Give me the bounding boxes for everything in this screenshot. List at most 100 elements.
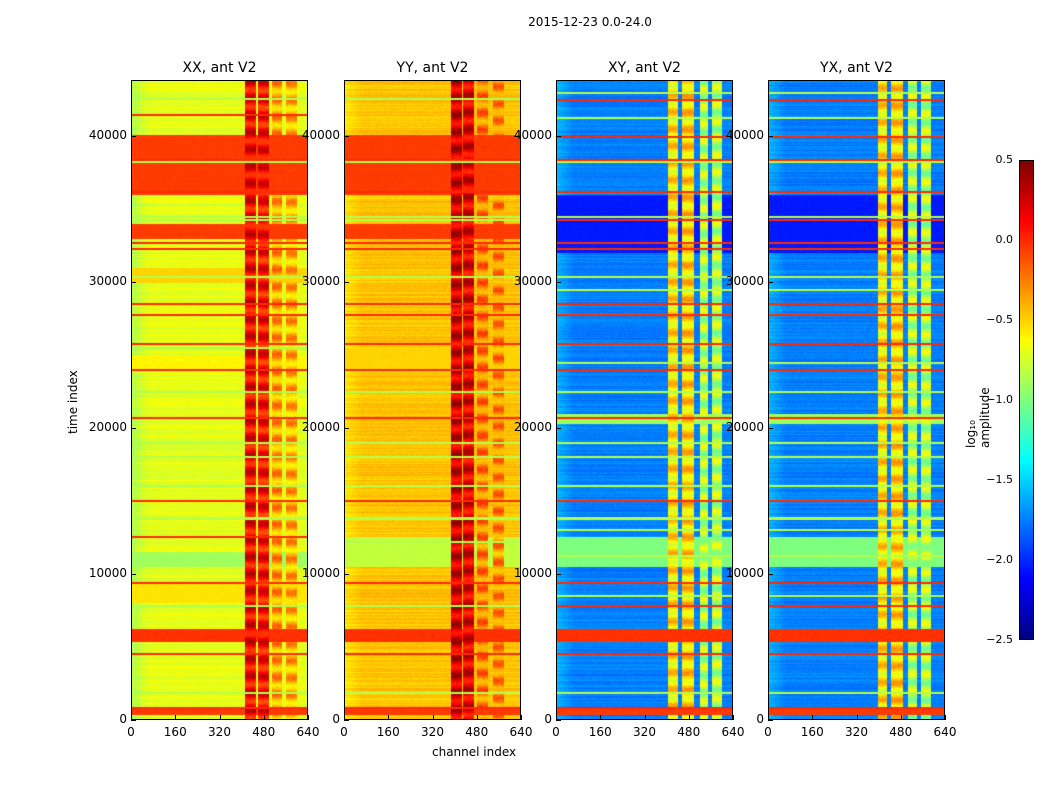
x-tick-label: 640 — [509, 725, 533, 739]
heatmap-panel-0 — [131, 80, 308, 720]
x-tick-mark — [945, 715, 946, 720]
y-tick-label: 20000 — [513, 419, 552, 434]
x-tick-mark — [688, 715, 690, 720]
x-tick-mark — [388, 715, 390, 720]
x-tick-mark — [600, 715, 602, 720]
y-tick-label: 20000 — [88, 419, 127, 434]
heatmap-panel-3 — [768, 80, 945, 720]
x-tick-mark — [131, 715, 132, 720]
x-tick-label: 480 — [677, 725, 701, 739]
colorbar-gradient — [1020, 161, 1033, 639]
x-tick-mark — [344, 715, 345, 720]
x-tick-label: 0 — [127, 725, 135, 739]
panel-title: XX, ant V2 — [182, 60, 257, 76]
y-tick-label: 30000 — [513, 273, 552, 288]
y-tick-label: 40000 — [725, 127, 764, 142]
x-tick-label: 480 — [252, 725, 276, 739]
x-tick-label: 160 — [163, 725, 187, 739]
x-tick-label: 480 — [889, 725, 913, 739]
colorbar-tick-label: 0.0 — [995, 233, 1014, 246]
x-tick-label: 480 — [465, 725, 489, 739]
colorbar-label: log₁₀ amplitude — [964, 387, 992, 448]
x-tick-mark — [263, 715, 265, 720]
x-tick-label: 320 — [421, 725, 444, 739]
x-tick-mark — [476, 715, 478, 720]
y-tick-label: 30000 — [301, 273, 340, 288]
x-tick-mark — [432, 715, 434, 720]
x-tick-mark — [900, 715, 902, 720]
y-tick-mark — [556, 427, 561, 429]
x-tick-mark — [856, 715, 858, 720]
y-tick-label: 10000 — [301, 565, 340, 580]
y-tick-mark — [556, 720, 561, 721]
y-tick-mark — [556, 135, 561, 137]
y-tick-mark — [344, 720, 349, 721]
colorbar-tick-label: −0.5 — [986, 313, 1013, 326]
x-tick-label: 160 — [376, 725, 400, 739]
x-tick-label: 160 — [800, 725, 824, 739]
y-tick-label: 0 — [332, 712, 340, 726]
panel-title: XY, ant V2 — [608, 60, 681, 76]
colorbar-tick-label: −1.0 — [986, 393, 1013, 406]
y-tick-mark — [344, 135, 349, 137]
y-tick-mark — [131, 573, 136, 575]
x-tick-label: 320 — [633, 725, 656, 739]
x-tick-label: 0 — [340, 725, 348, 739]
heatmap-image — [769, 81, 944, 719]
x-tick-mark — [175, 715, 177, 720]
x-tick-mark — [521, 715, 522, 720]
x-tick-mark — [733, 715, 734, 720]
y-tick-label: 20000 — [725, 419, 764, 434]
x-tick-mark — [556, 715, 557, 720]
y-tick-label: 40000 — [88, 127, 127, 142]
colorbar-tick-label: −2.5 — [986, 633, 1013, 646]
y-tick-mark — [768, 573, 773, 575]
y-tick-label: 10000 — [725, 565, 764, 580]
y-tick-mark — [556, 281, 561, 283]
y-tick-mark — [131, 281, 136, 283]
y-tick-mark — [768, 427, 773, 429]
y-tick-mark — [131, 135, 136, 137]
y-tick-label: 0 — [119, 712, 127, 726]
y-tick-label: 40000 — [513, 127, 552, 142]
x-tick-label: 0 — [764, 725, 772, 739]
x-tick-label: 160 — [588, 725, 612, 739]
y-tick-label: 10000 — [513, 565, 552, 580]
x-tick-mark — [644, 715, 646, 720]
panel-title: YY, ant V2 — [396, 60, 469, 76]
y-tick-mark — [344, 281, 349, 283]
heatmap-image — [132, 81, 307, 719]
colorbar — [1019, 160, 1034, 640]
y-axis-label: time index — [66, 370, 80, 434]
y-tick-mark — [131, 427, 136, 429]
x-tick-label: 320 — [845, 725, 868, 739]
y-tick-label: 30000 — [725, 273, 764, 288]
heatmap-image — [345, 81, 520, 719]
figure-title: 2015-12-23 0.0-24.0 — [528, 15, 652, 29]
y-tick-mark — [344, 427, 349, 429]
heatmap-panel-1 — [344, 80, 521, 720]
y-tick-mark — [768, 281, 773, 283]
x-tick-mark — [768, 715, 769, 720]
x-tick-label: 640 — [933, 725, 957, 739]
x-tick-label: 640 — [296, 725, 320, 739]
colorbar-tick-label: 0.5 — [995, 153, 1014, 166]
y-tick-mark — [768, 135, 773, 137]
x-tick-mark — [308, 715, 309, 720]
x-axis-label: channel index — [432, 745, 517, 759]
y-tick-label: 0 — [756, 712, 764, 726]
heatmap-image — [557, 81, 732, 719]
y-tick-label: 20000 — [301, 419, 340, 434]
x-tick-label: 320 — [208, 725, 231, 739]
x-tick-mark — [812, 715, 814, 720]
x-tick-label: 0 — [552, 725, 560, 739]
heatmap-panel-2 — [556, 80, 733, 720]
y-tick-mark — [131, 720, 136, 721]
y-tick-label: 10000 — [88, 565, 127, 580]
colorbar-tick-label: −2.0 — [986, 553, 1013, 566]
colorbar-tick-label: −1.5 — [986, 473, 1013, 486]
y-tick-mark — [768, 720, 773, 721]
panel-title: YX, ant V2 — [820, 60, 893, 76]
y-tick-label: 0 — [544, 712, 552, 726]
x-tick-mark — [219, 715, 221, 720]
